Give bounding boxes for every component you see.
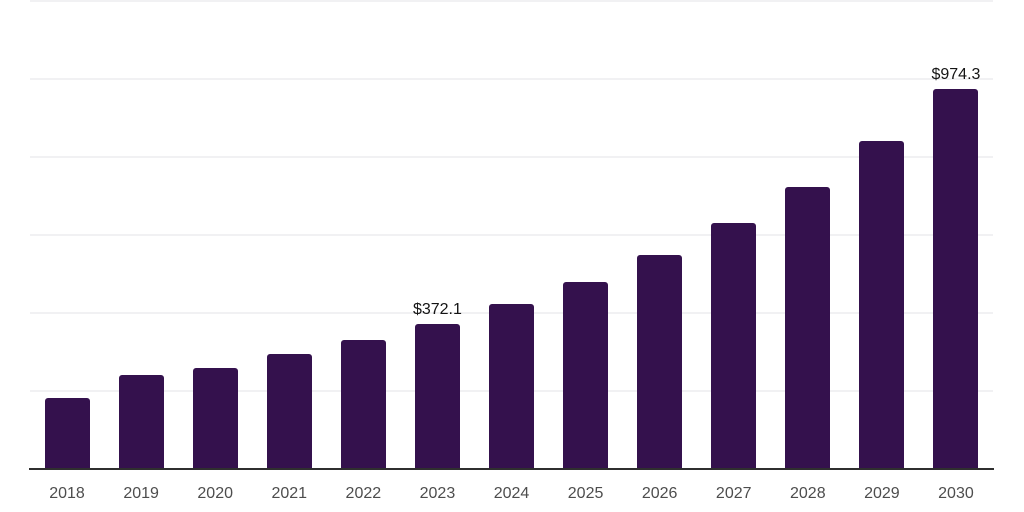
bar-2024 <box>489 303 534 469</box>
x-tick-label-2030: 2030 <box>938 485 974 502</box>
x-axis-labels: 2018 2019 2020 2021 2022 2023 2024 2025 2026 2027… <box>30 485 993 505</box>
data-label-2030: $974.3 <box>931 66 981 84</box>
bar-2020 <box>192 368 238 469</box>
gridline-1000 <box>30 78 993 80</box>
bar-2026 <box>637 255 683 469</box>
x-tick-label-2028: 2028 <box>790 485 826 502</box>
bar-2027 <box>711 222 757 469</box>
data-label-2023: $372.1 <box>412 300 462 318</box>
bar-2019 <box>118 375 164 469</box>
x-tick-label-2025: 2025 <box>567 485 604 502</box>
gridline-1200 <box>30 0 993 2</box>
bar-2030 <box>933 89 979 469</box>
x-tick-label-2019: 2019 <box>123 485 159 502</box>
bar-2022 <box>340 340 386 469</box>
x-tick-label-2020: 2020 <box>197 485 233 502</box>
x-tick-label-2024: 2024 <box>493 485 530 502</box>
x-tick-label-2027: 2027 <box>715 485 752 502</box>
x-tick-label-2023: 2023 <box>419 485 456 502</box>
x-tick-label-2022: 2022 <box>345 485 382 502</box>
x-tick-label-2026: 2026 <box>641 485 678 502</box>
bar-2028 <box>785 186 831 469</box>
gridline-600 <box>30 234 993 236</box>
x-tick-label-2021: 2021 <box>271 485 308 502</box>
plot-area: $372.1 $974.3 <box>30 0 993 469</box>
gridline-800 <box>30 156 993 158</box>
x-tick-label-2018: 2018 <box>49 485 85 502</box>
bar-2025 <box>563 282 609 469</box>
bar-2018 <box>44 398 90 469</box>
x-tick-label-2029: 2029 <box>864 485 900 502</box>
bar-2021 <box>266 353 312 469</box>
bar-2029 <box>859 141 905 469</box>
x-axis-line <box>29 468 994 470</box>
bar-2023 <box>414 323 460 469</box>
